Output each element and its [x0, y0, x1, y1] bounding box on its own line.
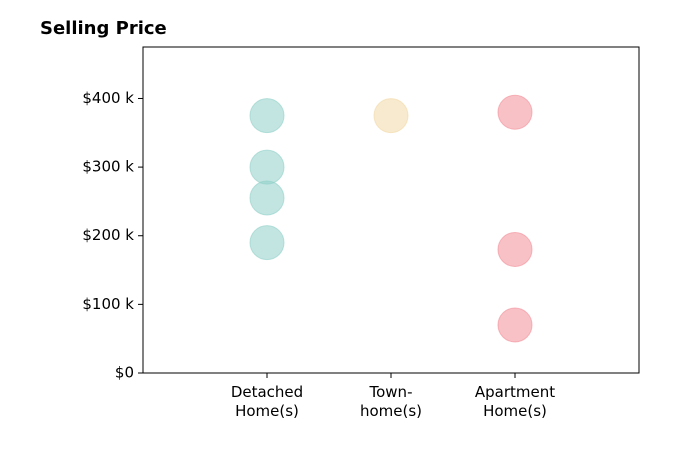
point — [249, 180, 285, 216]
point — [249, 149, 285, 185]
y-tick-label: $200 k — [82, 226, 134, 244]
x-tick-label: Town-home(s) — [360, 383, 422, 420]
y-tick-label: $0 — [115, 364, 134, 382]
y-tick-label: $300 k — [82, 158, 134, 176]
point — [497, 307, 533, 343]
point — [249, 225, 285, 261]
point — [497, 94, 533, 130]
chart-title: Selling Price — [40, 18, 167, 39]
y-tick-label: $400 k — [82, 89, 134, 107]
y-tick-label: $100 k — [82, 295, 134, 313]
point — [497, 231, 533, 267]
x-tick-label: Apartment Home(s) — [475, 383, 555, 420]
x-tick-label: Detached Home(s) — [231, 383, 303, 420]
point — [373, 98, 409, 134]
plot-frame — [142, 46, 640, 374]
point — [249, 98, 285, 134]
